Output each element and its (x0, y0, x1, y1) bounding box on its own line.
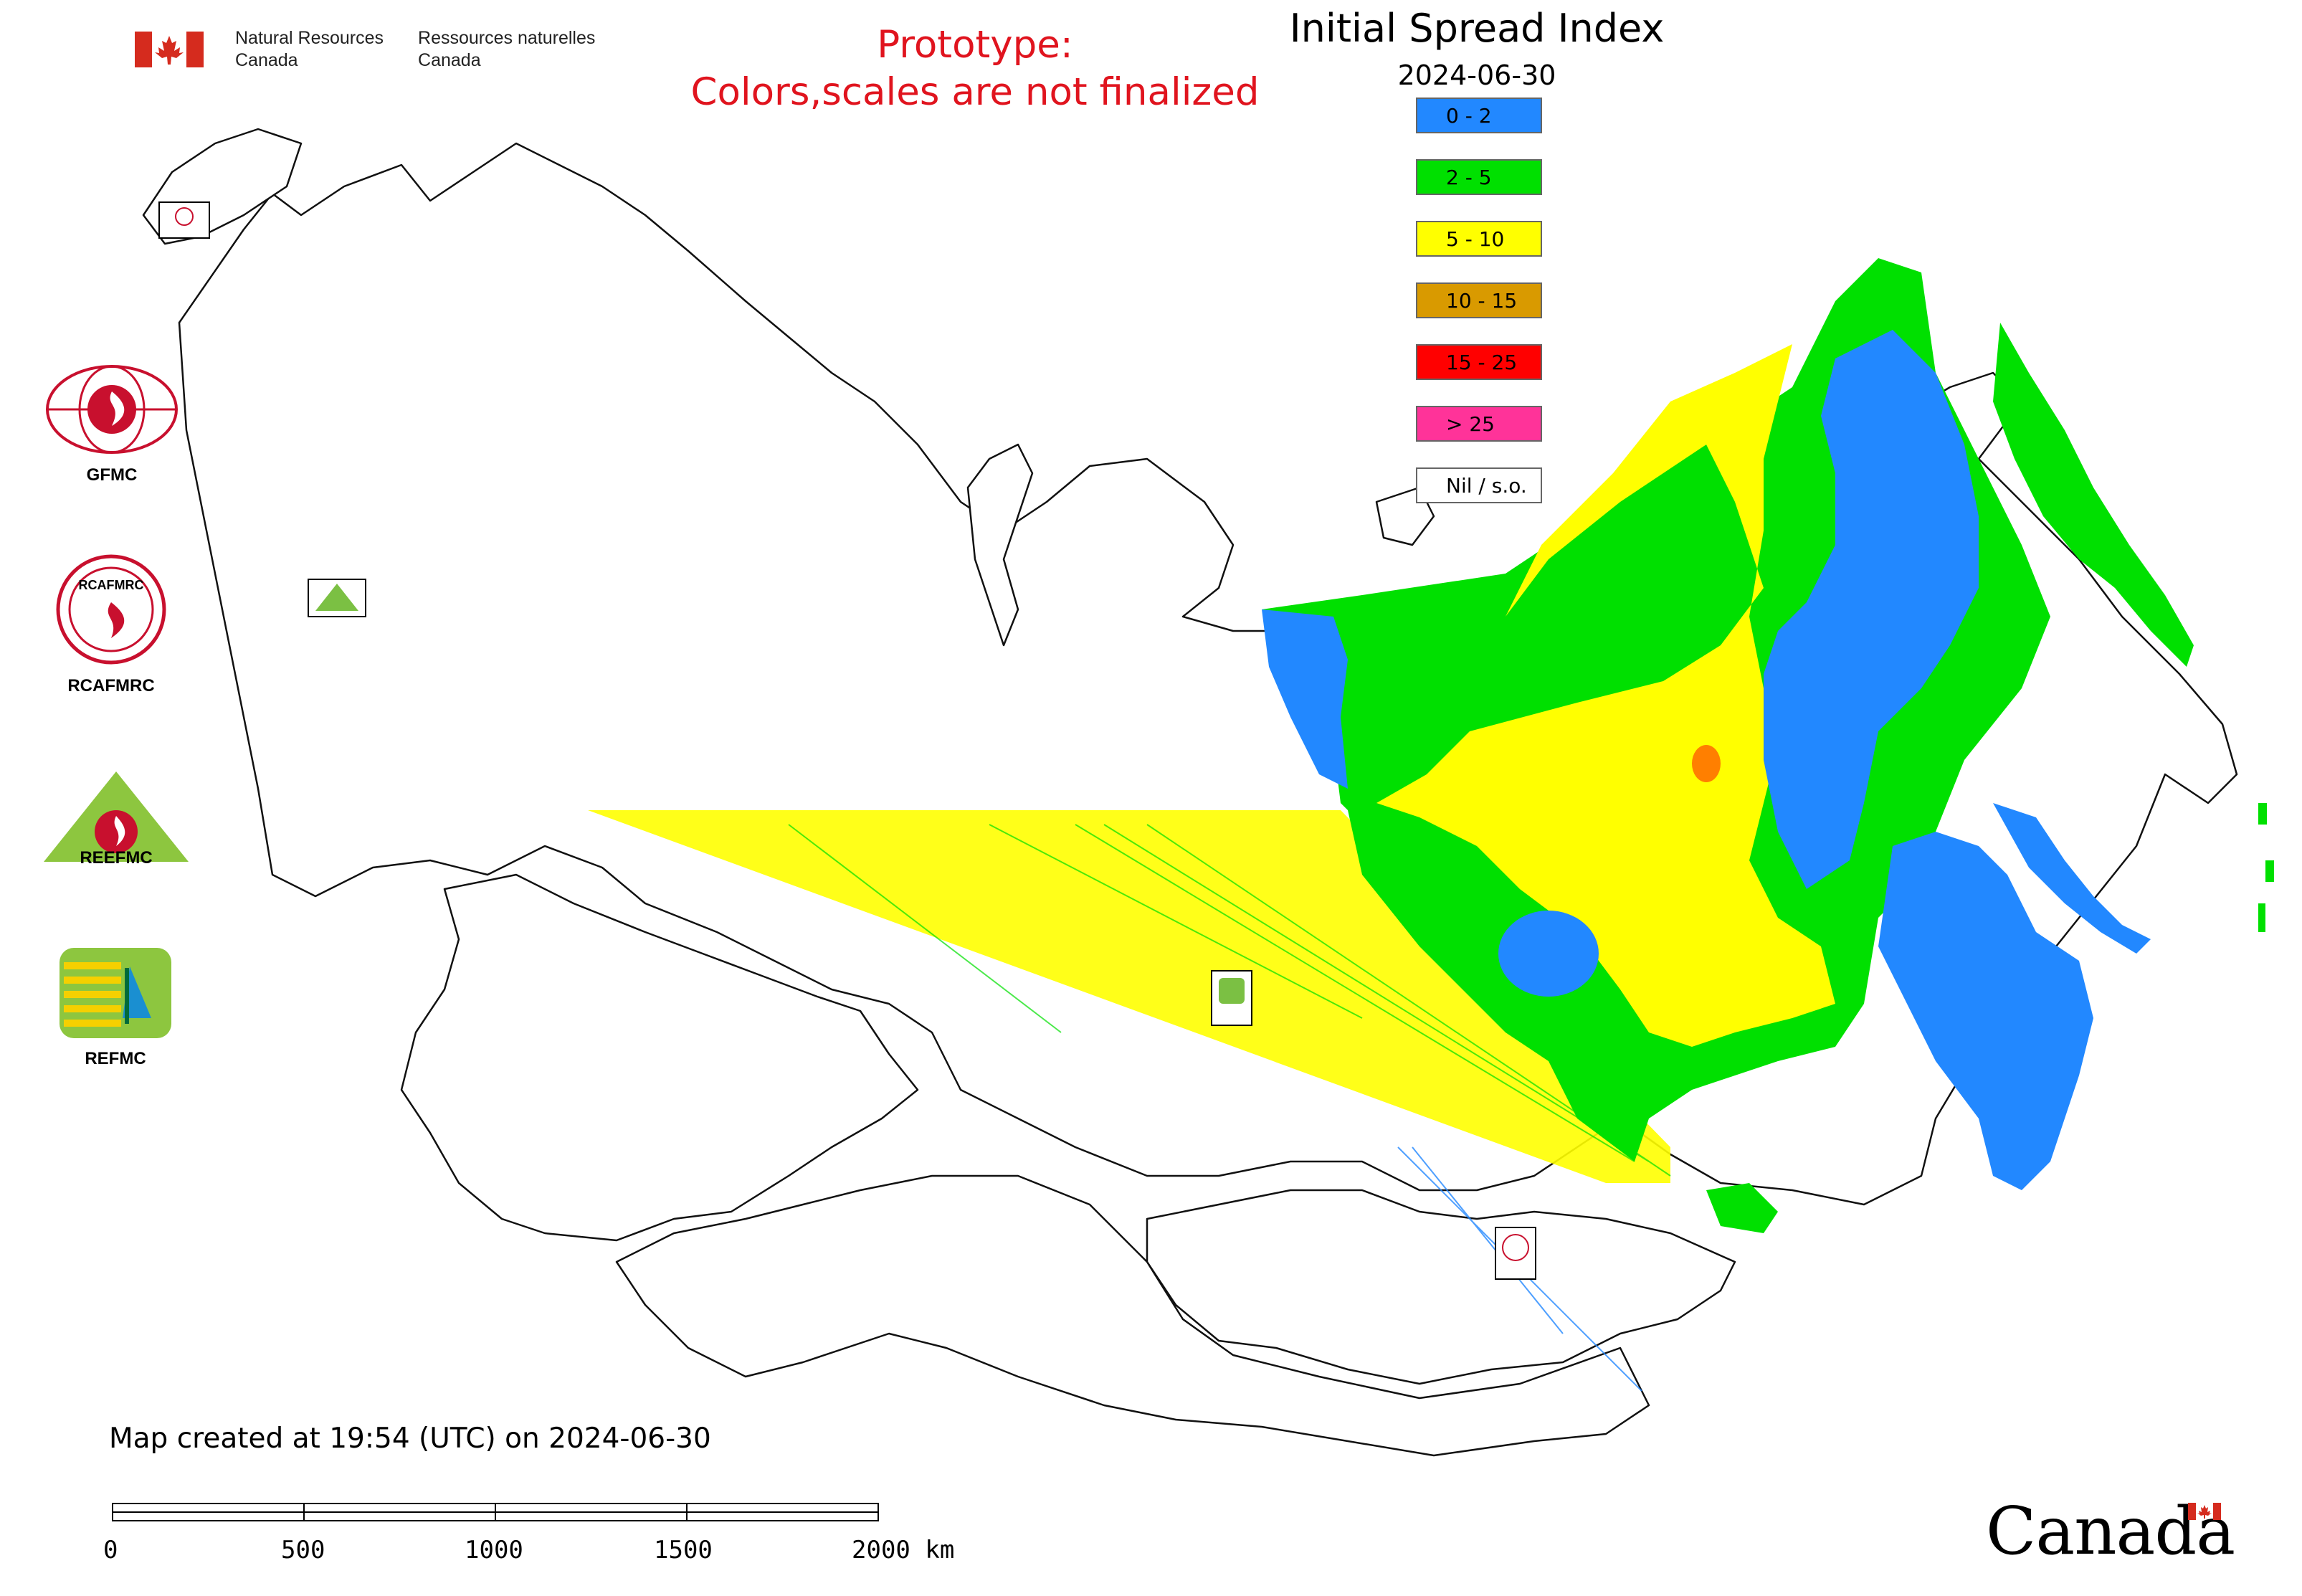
refmc-logo-icon (60, 948, 171, 1038)
reefmc-logo-icon: REEFMC (44, 771, 189, 868)
map-title: Initial Spread Index (1289, 6, 1665, 51)
scale-bar (112, 1503, 879, 1521)
legend-item: Nil / s.o. (1416, 467, 1542, 503)
gov-name-fr: Ressources naturelles Canada (418, 28, 596, 70)
map-date: 2024-06-30 (1397, 60, 1556, 91)
gov-name-en: Natural Resources Canada (235, 28, 384, 70)
legend-item: 0 - 2 (1416, 98, 1542, 133)
scale-label: 0 (103, 1536, 118, 1564)
agency-refmc: REFMC (54, 946, 176, 1069)
legend-item: 2 - 5 (1416, 159, 1542, 195)
isi-raster (588, 258, 2274, 1392)
map-agency-markers (158, 201, 1536, 1280)
agency-gfmc: GFMC (40, 363, 184, 485)
scale-label: 1000 (465, 1536, 523, 1564)
wordmark-flag-icon (2188, 1503, 2221, 1520)
prototype-line1: Prototype: (877, 23, 1073, 67)
canada-flag-icon (135, 32, 204, 67)
prototype-notice: Prototype: Colors,scales are not finaliz… (602, 13, 1348, 125)
government-header: Natural Resources Canada Ressources natu… (135, 27, 629, 72)
agency-reefmc: REEFMC (37, 767, 195, 873)
rcafmrc-logo-icon: RCAFMRC (56, 554, 166, 665)
legend-item: 15 - 25 (1416, 344, 1542, 380)
legend-item: 10 - 15 (1416, 282, 1542, 318)
scale-label: 500 (281, 1536, 325, 1564)
agency-rcafmrc: RCAFMRC RCAFMRC (50, 552, 172, 696)
svg-text:REEFMC: REEFMC (80, 848, 152, 868)
gfmc-logo-icon (46, 365, 178, 454)
scale-label: 1500 (654, 1536, 713, 1564)
legend-item: 5 - 10 (1416, 221, 1542, 257)
scale-label: 2000 km (852, 1536, 955, 1564)
prototype-line2: Colors,scales are not finalized (690, 70, 1260, 114)
map-created-note: Map created at 19:54 (UTC) on 2024-06-30 (109, 1422, 711, 1455)
svg-text:RCAFMRC: RCAFMRC (79, 578, 144, 592)
legend-item: > 25 (1416, 406, 1542, 442)
legend: 0 - 2 2 - 5 5 - 10 10 - 15 15 - 25 > 25 … (1416, 98, 1545, 529)
